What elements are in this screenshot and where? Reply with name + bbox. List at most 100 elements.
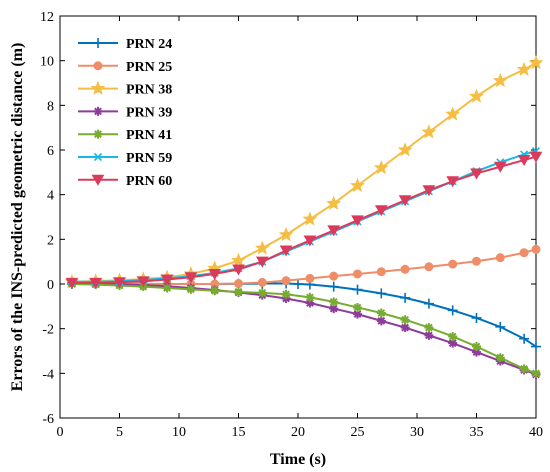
x-tick-label: 20 [291,425,305,440]
data-point [351,215,364,227]
data-point [186,284,196,294]
x-tick-label: 10 [172,425,186,440]
data-point [160,274,174,286]
legend-entry: PRN 59 [78,151,172,166]
x-tick-label: 0 [57,425,64,440]
data-point [65,277,79,289]
data-point [326,195,342,210]
data-point [305,292,315,302]
data-point [278,227,294,242]
y-tick-label: -4 [42,367,54,382]
data-point [424,323,434,333]
data-point [495,353,505,363]
data-point [255,256,269,268]
data-point [421,124,437,139]
data-point [257,277,267,287]
y-tick-label: 4 [47,189,54,204]
data-point [495,321,506,332]
data-point [376,308,386,318]
data-point [422,185,436,197]
data-point [531,368,541,378]
data-point [470,168,483,180]
y-tick-label: -6 [42,412,54,427]
legend-entry: PRN 24 [78,37,172,52]
data-point [234,287,243,297]
data-point [93,106,103,116]
data-point [400,264,410,274]
data-point [519,248,529,258]
data-point [184,272,198,284]
data-point [353,269,362,279]
tick-layer: 0 5 10 15 20 25 30 35 40 -6 -4 -2 0 2 4 6 8 10 12 [40,10,543,440]
data-point [400,292,411,303]
data-point [353,302,362,312]
data-point [305,273,315,283]
data-point [376,288,387,299]
data-point [279,245,293,257]
data-point [93,61,103,71]
data-point [472,347,481,357]
data-point [495,253,505,263]
data-point [424,262,434,272]
data-point [472,256,481,266]
data-point [516,61,532,76]
data-point [529,151,543,163]
data-point [424,330,434,340]
data-point [90,80,106,95]
data-point [397,142,413,157]
data-point [232,264,245,276]
data-point [493,161,507,173]
data-point [531,244,541,254]
y-axis-title: Errors of the INS-predicted geometric di… [9,43,26,392]
x-tick-label: 15 [232,425,246,440]
legend-label: PRN 25 [126,60,172,75]
data-point [231,252,246,267]
data-point [350,177,365,193]
legend-entry: PRN 39 [78,105,172,120]
data-point [136,276,150,288]
y-tick-label: 0 [47,278,54,293]
data-point [93,38,103,48]
legend-label: PRN 41 [126,128,172,143]
data-point [492,72,508,88]
data-point [519,333,530,344]
data-point [471,312,482,323]
data-point [400,315,410,325]
data-point [400,323,410,333]
data-point [531,341,541,352]
data-point [234,279,243,289]
data-point [254,240,270,255]
series-prn-60 [65,151,543,289]
legend-entry: PRN 60 [78,174,172,189]
data-point [448,259,458,269]
data-point [328,281,339,292]
data-point [329,304,339,314]
data-point [517,155,531,167]
data-point [398,195,412,207]
data-point [472,342,481,352]
legend-label: PRN 59 [126,151,172,166]
y-tick-label: 6 [47,144,54,159]
legend-entry: PRN 41 [78,128,172,143]
data-point [446,176,460,188]
x-tick-label: 40 [529,425,543,440]
data-point [93,129,103,139]
data-point [305,298,315,308]
legend-label: PRN 39 [126,105,172,120]
legend-label: PRN 60 [126,174,172,189]
data-point [281,289,291,299]
y-tick-label: 12 [40,10,54,25]
plot-area [59,15,537,419]
x-tick-label: 35 [470,425,484,440]
data-point [89,277,103,289]
data-point [447,305,458,316]
data-point [113,277,126,289]
data-point [373,160,389,175]
y-tick-label: -2 [42,323,54,338]
data-point [376,316,386,326]
data-point [528,55,544,70]
data-point [93,152,103,162]
data-point [329,297,339,307]
data-point [448,338,458,348]
